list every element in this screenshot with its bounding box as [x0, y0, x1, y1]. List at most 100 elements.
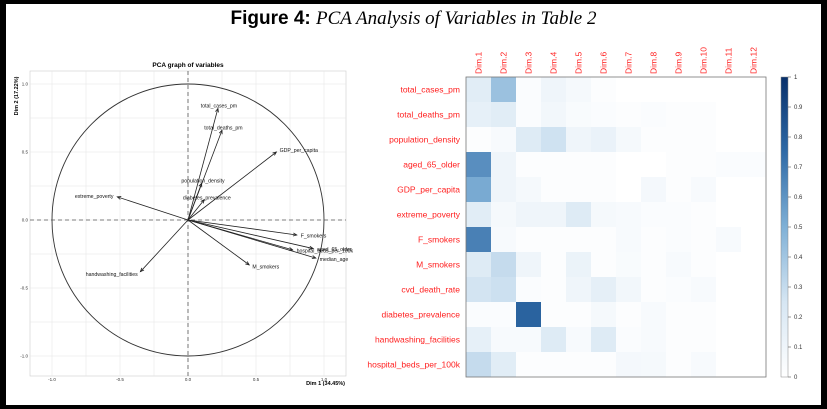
arrow-head: [200, 198, 205, 204]
heatmap-row-label: population_density: [389, 135, 461, 145]
heatmap-cell: [716, 152, 741, 177]
heatmap-cell: [666, 302, 691, 327]
heatmap-cell: [566, 127, 591, 152]
heatmap-cell: [591, 302, 616, 327]
arrow-label: total_deaths_pm: [204, 125, 242, 131]
heatmap-cell: [591, 152, 616, 177]
heatmap-row-labels: total_cases_pm total_deaths_pm population_…: [367, 85, 460, 370]
heatmap-cell: [591, 127, 616, 152]
heatmap-cell: [541, 127, 566, 152]
heatmap-cell: [591, 277, 616, 302]
colorbar-tick-label: 1: [794, 75, 798, 81]
heatmap-cell: [641, 327, 666, 352]
heatmap-row-label: F_smokers: [418, 235, 460, 245]
heatmap-cell: [516, 327, 541, 352]
heatmap-row-label: handwashing_facilities: [375, 335, 460, 345]
heatmap-cell: [541, 352, 566, 377]
heatmap-cell: [491, 352, 516, 377]
heatmap-column-label: Dim.10: [699, 47, 709, 74]
heatmap-cell: [641, 127, 666, 152]
heatmap-cell: [516, 177, 541, 202]
heatmap-cell: [566, 202, 591, 227]
heatmap-column-label: Dim.4: [549, 52, 559, 74]
heatmap-cell: [466, 152, 491, 177]
arrow-label: aged_65_older: [317, 247, 352, 253]
heatmap-cell: [741, 127, 766, 152]
heatmap-cell: [566, 302, 591, 327]
arrow-head: [309, 245, 315, 250]
heatmap-cell: [466, 227, 491, 252]
heatmap-cell: [466, 277, 491, 302]
arrow-head: [198, 182, 203, 188]
heatmap-cell: [666, 102, 691, 127]
heatmap-cell: [516, 77, 541, 102]
heatmap-cell: [616, 252, 641, 277]
heatmap-cell: [691, 77, 716, 102]
heatmap-cell: [691, 277, 716, 302]
heatmap-cell: [641, 352, 666, 377]
heatmap-cell: [541, 302, 566, 327]
heatmap-column-label: Dim.6: [599, 52, 609, 74]
heatmap-cell: [716, 252, 741, 277]
heatmap-cell: [691, 127, 716, 152]
heatmap-cell: [516, 202, 541, 227]
colorbar-tick-label: 0.4: [794, 255, 803, 261]
heatmap-cell: [741, 252, 766, 277]
heatmap-cell: [566, 152, 591, 177]
heatmap-border: [465, 76, 767, 378]
heatmap-cell: [541, 177, 566, 202]
heatmap-cell: [741, 352, 766, 377]
heatmap-cell: [716, 102, 741, 127]
pca-title: PCA graph of variables: [152, 62, 224, 69]
heatmap-cell: [466, 77, 491, 102]
heatmap-column-label: Dim.12: [749, 47, 759, 74]
heatmap-cell: [466, 352, 491, 377]
heatmap-cell: [741, 302, 766, 327]
arrow-label: total_cases_pm: [201, 104, 237, 110]
pca-y-tick-label: 0.0: [22, 218, 29, 223]
heatmap-cell: [491, 152, 516, 177]
heatmap-cell: [666, 202, 691, 227]
figure-label: Figure 4:: [230, 8, 311, 29]
heatmap-cell: [741, 152, 766, 177]
colorbar-tick-label: 0: [794, 375, 798, 381]
heatmap-cell: [641, 302, 666, 327]
heatmap-row-label: hospital_beds_per_100k: [367, 360, 460, 370]
heatmap-cell: [541, 102, 566, 127]
heatmap-cell: [516, 227, 541, 252]
heatmap-row-label: M_smokers: [416, 260, 460, 270]
heatmap-cell: [541, 77, 566, 102]
heatmap-row-label: diabetes_prevalence: [382, 310, 461, 320]
heatmap-cell: [491, 102, 516, 127]
heatmap-cell: [716, 77, 741, 102]
heatmap-cell: [741, 202, 766, 227]
heatmap-cell: [691, 352, 716, 377]
heatmap-row-label: aged_65_older: [403, 160, 460, 170]
heatmap-cell: [616, 277, 641, 302]
heatmap-cell: [491, 77, 516, 102]
pca-y-tick-label: 1.0: [22, 82, 29, 87]
heatmap-cell: [566, 327, 591, 352]
heatmap-cell: [691, 227, 716, 252]
figure-title: Figure 4: PCA Analysis of Variables in T…: [6, 8, 821, 30]
heatmap-cell: [516, 277, 541, 302]
heatmap-column-label: Dim.2: [499, 52, 509, 74]
pca-y-tick-label: 0.5: [22, 150, 29, 155]
heatmap-cell: [516, 127, 541, 152]
heatmap-cell: [591, 252, 616, 277]
figure-frame: Figure 4: PCA Analysis of Variables in T…: [6, 4, 821, 405]
heatmap-cell: [716, 202, 741, 227]
heatmap-cell: [616, 177, 641, 202]
heatmap-cell: [491, 252, 516, 277]
heatmap-column-label: Dim.5: [574, 52, 584, 74]
heatmap-cell: [741, 277, 766, 302]
heatmap-cell: [491, 227, 516, 252]
heatmap-cell: [691, 152, 716, 177]
heatmap-cell: [591, 202, 616, 227]
colorbar-tick-label: 0.9: [794, 105, 803, 111]
heatmap-row-label: GDP_per_capita: [397, 185, 460, 195]
heatmap-cell: [466, 252, 491, 277]
heatmap-cell: [616, 77, 641, 102]
heatmap-row-label: extreme_poverty: [397, 210, 461, 220]
heatmap-chart: Dim.1 Dim.2 Dim.3 Dim.4 Dim.5 Dim.6 Dim.7 Dim.8…: [367, 47, 803, 381]
